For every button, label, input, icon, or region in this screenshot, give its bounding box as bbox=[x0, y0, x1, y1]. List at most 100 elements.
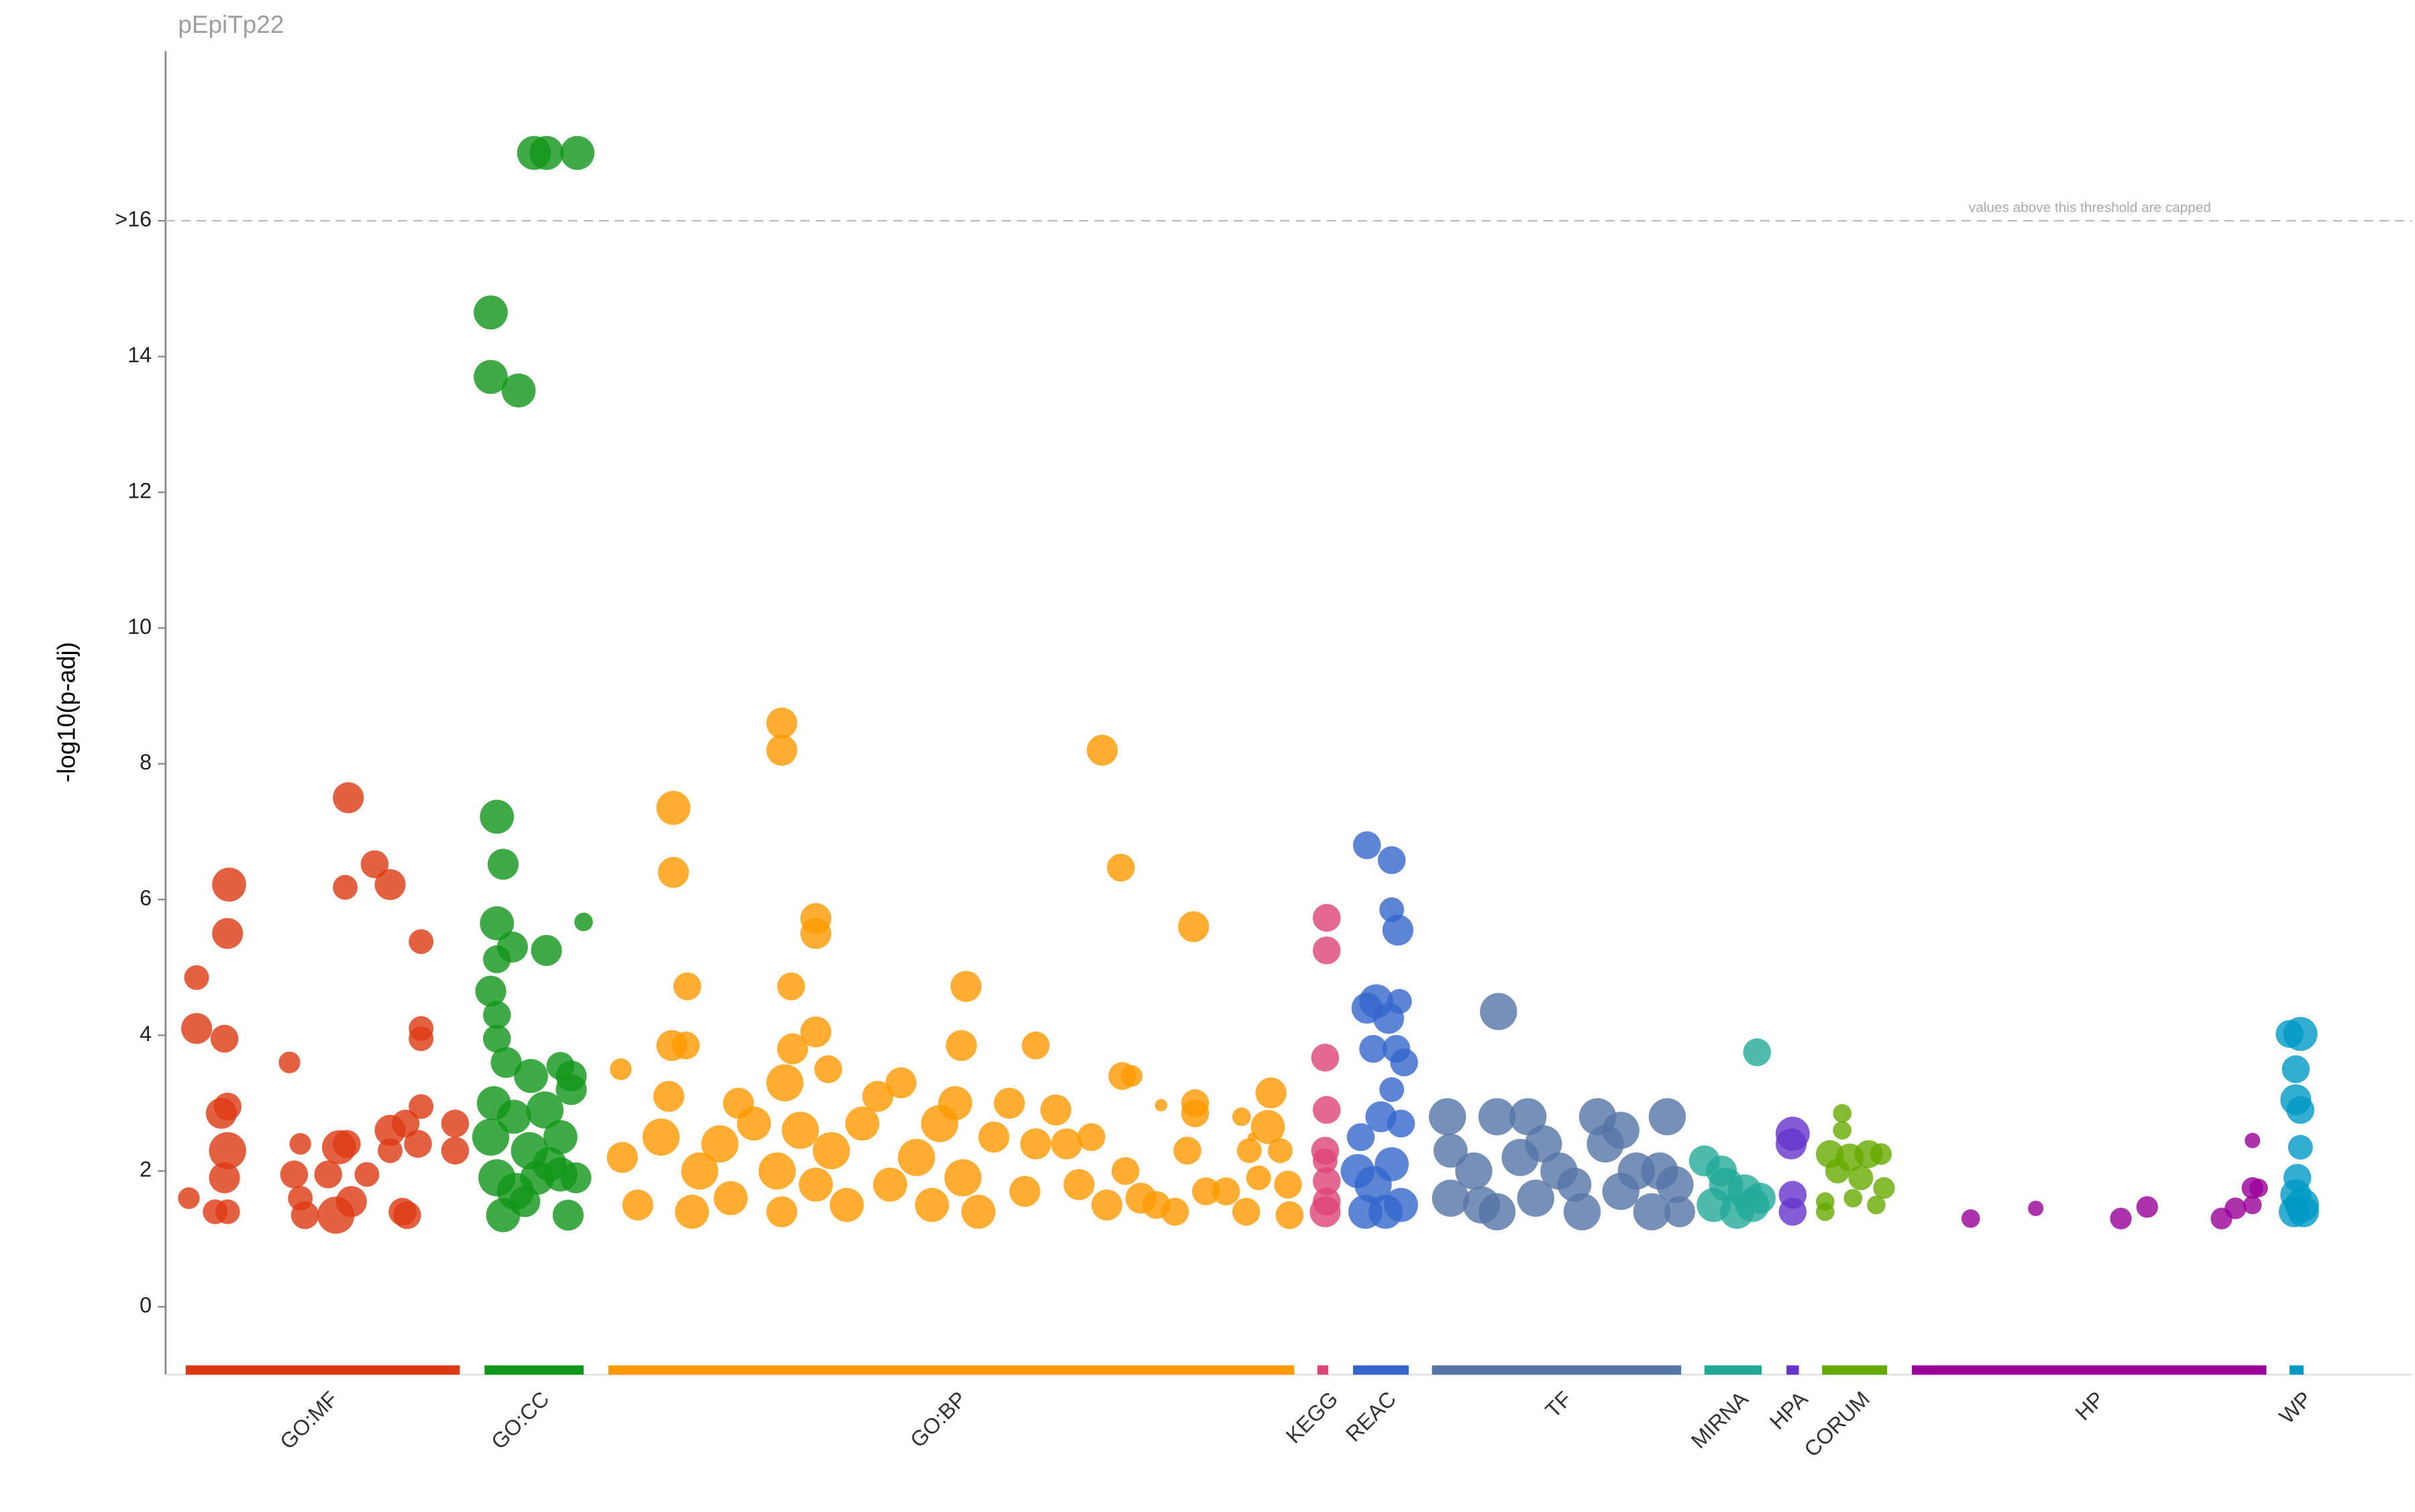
term-point bbox=[184, 965, 209, 990]
term-point bbox=[215, 1199, 240, 1224]
term-point bbox=[1312, 1167, 1341, 1195]
term-point bbox=[1462, 1186, 1501, 1224]
term-point bbox=[2286, 1095, 2314, 1124]
term-point bbox=[829, 1187, 864, 1222]
term-point bbox=[1312, 1148, 1338, 1174]
source-bar bbox=[2290, 1365, 2304, 1375]
term-point bbox=[1232, 1197, 1260, 1226]
term-point bbox=[1633, 1193, 1670, 1231]
term-point bbox=[862, 1081, 894, 1112]
term-point bbox=[409, 929, 434, 955]
term-point bbox=[1815, 1202, 1835, 1222]
term-point bbox=[673, 972, 702, 1001]
term-point bbox=[1311, 1043, 1340, 1072]
term-point bbox=[845, 1106, 879, 1141]
term-point bbox=[1359, 1034, 1387, 1063]
term-point bbox=[2283, 1016, 2318, 1051]
term-point bbox=[483, 1001, 511, 1029]
term-point bbox=[1232, 1107, 1251, 1126]
term-point bbox=[490, 1046, 522, 1078]
source-bar bbox=[1786, 1365, 1799, 1375]
term-point bbox=[1312, 936, 1341, 965]
term-point bbox=[509, 1186, 541, 1218]
term-point bbox=[766, 707, 798, 739]
term-point bbox=[1051, 1128, 1083, 1160]
term-point bbox=[1432, 1179, 1469, 1217]
term-point bbox=[543, 1120, 578, 1154]
term-point bbox=[333, 1130, 361, 1158]
term-point bbox=[681, 1152, 718, 1190]
term-point bbox=[1155, 1099, 1167, 1112]
term-point bbox=[814, 1055, 843, 1083]
term-point bbox=[487, 849, 519, 880]
term-point bbox=[1478, 1098, 1516, 1136]
term-point bbox=[475, 975, 506, 1007]
source-label: KEGG bbox=[1281, 1387, 1342, 1448]
term-point bbox=[737, 1106, 771, 1141]
term-point bbox=[1178, 911, 1210, 942]
term-point bbox=[1274, 1171, 1302, 1199]
source-label: HP bbox=[2070, 1387, 2108, 1425]
term-point bbox=[2282, 1055, 2310, 1083]
term-point bbox=[1181, 1099, 1210, 1128]
y-tick-label: 10 bbox=[127, 614, 152, 639]
term-point bbox=[314, 1160, 342, 1189]
term-point bbox=[1778, 1197, 1807, 1226]
term-point bbox=[1268, 1138, 1293, 1163]
term-point bbox=[978, 1122, 1010, 1153]
term-point bbox=[766, 1196, 798, 1228]
term-point bbox=[209, 1132, 246, 1170]
term-point bbox=[480, 906, 515, 940]
term-point bbox=[1312, 904, 1341, 932]
term-point bbox=[354, 1162, 380, 1187]
term-point bbox=[2028, 1200, 2044, 1216]
y-tick-label: 12 bbox=[127, 478, 152, 502]
source-bar bbox=[1704, 1365, 1762, 1375]
term-point bbox=[1563, 1193, 1601, 1231]
term-point bbox=[1390, 1048, 1418, 1077]
source-bar bbox=[1822, 1365, 1888, 1375]
term-point bbox=[483, 1024, 511, 1053]
term-point bbox=[944, 1159, 982, 1197]
term-point bbox=[1843, 1189, 1863, 1208]
term-point bbox=[1161, 1197, 1189, 1226]
source-label: GO:CC bbox=[486, 1387, 553, 1454]
term-point bbox=[335, 1186, 367, 1218]
term-point bbox=[758, 1152, 796, 1190]
term-point bbox=[1873, 1177, 1895, 1199]
term-point bbox=[1455, 1152, 1493, 1190]
term-point bbox=[800, 918, 832, 949]
term-point bbox=[210, 1024, 239, 1053]
term-point bbox=[950, 971, 982, 1002]
term-point bbox=[642, 1118, 680, 1156]
term-point bbox=[1509, 1098, 1547, 1136]
term-point bbox=[1173, 1136, 1201, 1165]
chart-title: pEpiTp22 bbox=[178, 11, 284, 38]
term-point bbox=[1664, 1196, 1695, 1228]
term-point bbox=[2243, 1195, 2262, 1215]
term-point bbox=[1867, 1195, 1886, 1215]
source-label: CORUM bbox=[1799, 1387, 1874, 1462]
term-point bbox=[178, 1187, 200, 1209]
term-point bbox=[552, 1199, 584, 1231]
term-point bbox=[1212, 1177, 1240, 1205]
term-point bbox=[333, 782, 364, 814]
term-point bbox=[812, 1132, 850, 1170]
term-point bbox=[529, 136, 564, 170]
y-tick-label: >16 bbox=[115, 207, 152, 231]
term-point bbox=[656, 791, 691, 825]
term-point bbox=[514, 1059, 548, 1093]
term-point bbox=[474, 360, 508, 394]
term-point bbox=[1744, 1183, 1776, 1214]
term-point bbox=[1833, 1121, 1851, 1140]
term-point bbox=[1706, 1155, 1737, 1187]
term-point bbox=[898, 1138, 935, 1177]
term-point bbox=[1375, 1147, 1409, 1181]
term-point bbox=[560, 1162, 592, 1193]
term-point bbox=[1602, 1112, 1640, 1149]
y-tick-label: 2 bbox=[140, 1157, 152, 1181]
term-point bbox=[1275, 1201, 1304, 1230]
term-point bbox=[209, 1162, 240, 1193]
term-point bbox=[672, 1031, 700, 1060]
